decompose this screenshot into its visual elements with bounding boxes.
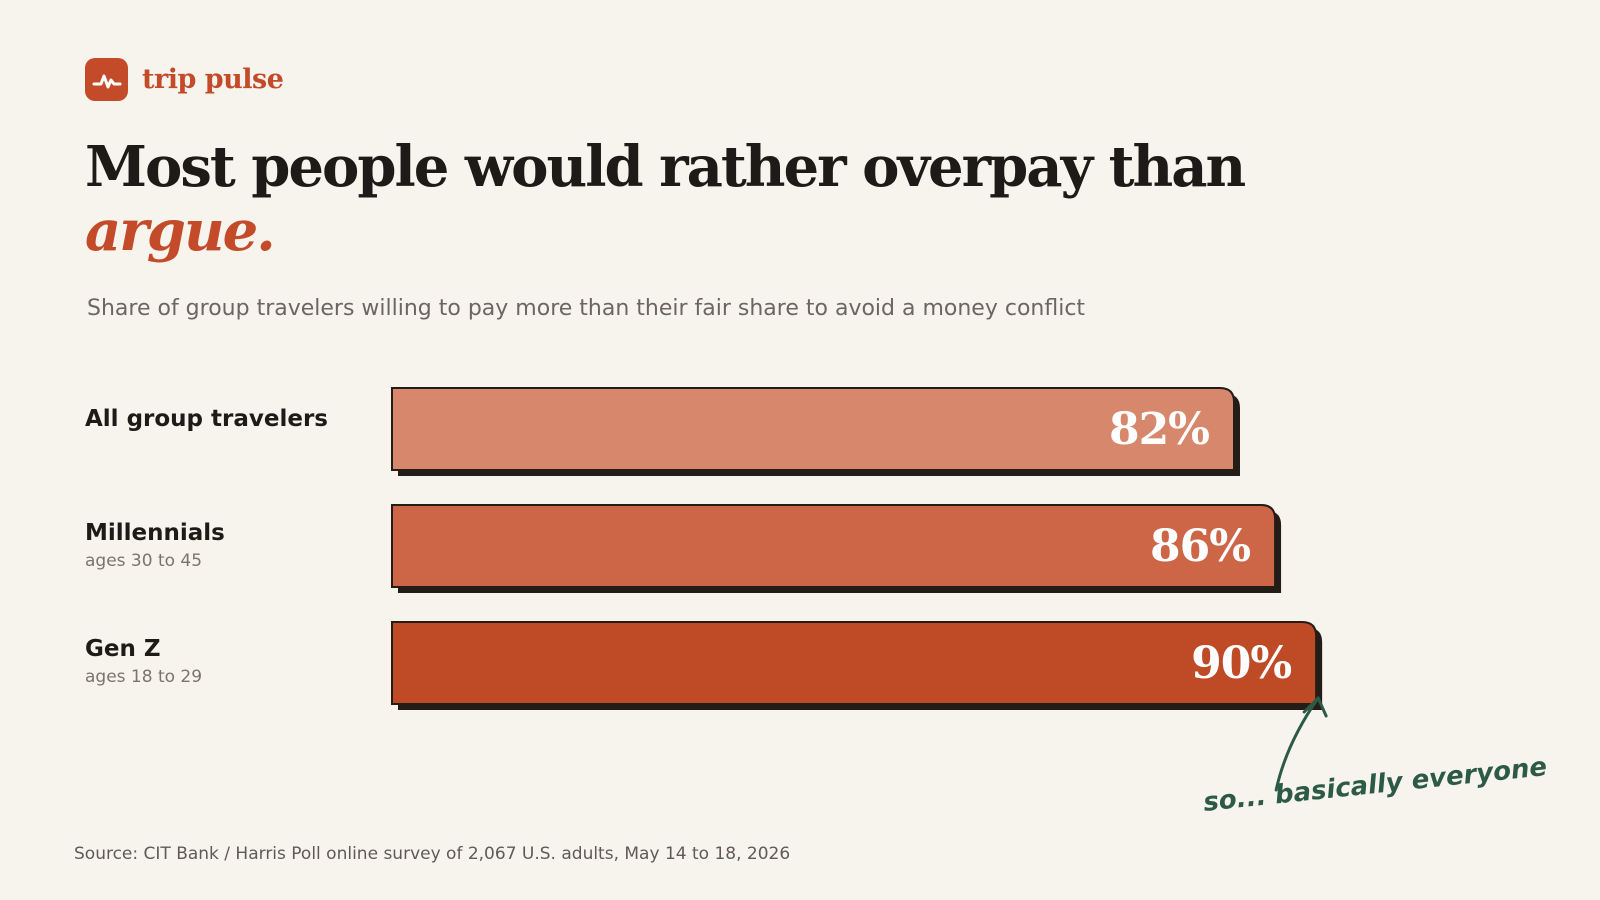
bar-value-label: 82% — [1109, 404, 1209, 455]
pulse-icon — [85, 58, 128, 101]
category-label-0: All group travelers — [85, 406, 328, 432]
bar — [391, 387, 1235, 471]
annotation-arrowhead — [1302, 696, 1328, 718]
bar-value-label: 90% — [1191, 638, 1291, 689]
headline-accent: argue. — [85, 198, 276, 264]
headline-main: Most people would rather overpay than — [85, 134, 1246, 200]
category-label-1: Millennials ages 30 to 45 — [85, 520, 225, 571]
category-name: Millennials — [85, 520, 225, 546]
chart-subtitle: Share of group travelers willing to pay … — [87, 296, 1086, 321]
bar-value-label: 86% — [1150, 521, 1250, 572]
brand: trip pulse — [85, 58, 284, 101]
source-note: Source: CIT Bank / Harris Poll online su… — [74, 844, 791, 864]
bar — [391, 621, 1318, 705]
brand-name: trip pulse — [142, 64, 284, 95]
category-note: ages 30 to 45 — [85, 551, 203, 571]
category-name: Gen Z — [85, 636, 161, 662]
page-title: Most people would rather overpay than ar… — [85, 134, 1246, 264]
annotation-arrow — [1274, 696, 1320, 792]
bar — [391, 504, 1277, 588]
category-note: ages 18 to 29 — [85, 667, 203, 687]
category-name: All group travelers — [85, 406, 328, 432]
category-label-2: Gen Z ages 18 to 29 — [85, 636, 202, 687]
